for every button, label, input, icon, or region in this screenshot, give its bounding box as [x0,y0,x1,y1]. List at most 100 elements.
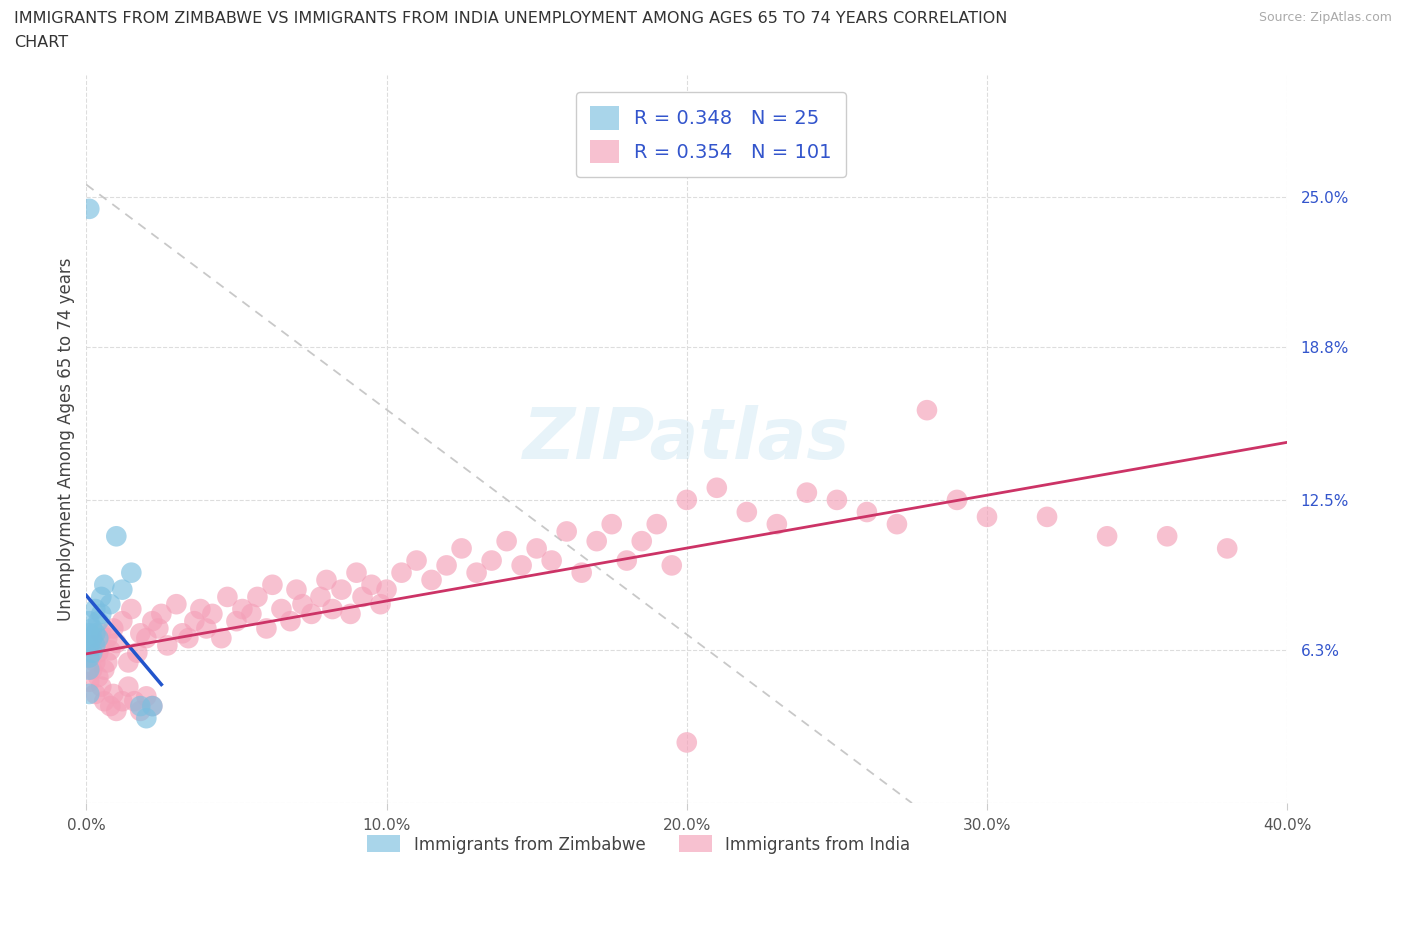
Point [96,655,118,670]
Point [98,597,121,612]
Point [209,631,232,645]
Point [120,602,142,617]
Point [391,565,413,580]
Point [330,582,353,597]
Point [79,202,101,217]
Point [105,635,128,650]
Point [84,686,107,701]
Point [370,597,392,612]
Point [124,694,146,709]
Point [135,631,157,645]
Point [129,703,152,718]
Point [201,606,224,621]
Point [301,606,323,621]
Point [262,578,284,592]
Point [135,711,157,725]
Point [105,529,128,544]
Point [90,626,112,641]
Point [450,541,472,556]
Point [315,573,337,588]
Text: CHART: CHART [14,35,67,50]
Point [976,510,998,525]
Point [352,590,374,604]
Point [129,626,152,641]
Point [735,505,758,520]
Point [90,679,112,694]
Point [141,614,163,629]
Point [79,626,101,641]
Point [571,565,593,580]
Point [111,582,134,597]
Point [217,590,239,604]
Point [79,662,101,677]
Point [526,541,548,556]
Point [87,645,110,660]
Point [346,565,368,580]
Point [1216,541,1239,556]
Point [766,517,789,532]
Point [375,582,398,597]
Point [79,650,101,665]
Point [79,614,101,629]
Point [82,662,104,677]
Point [90,606,112,621]
Y-axis label: Unemployment Among Ages 65 to 74 years: Unemployment Among Ages 65 to 74 years [58,258,75,621]
Point [87,670,110,684]
Point [585,534,607,549]
Point [405,553,427,568]
Point [82,621,104,636]
Point [96,631,118,645]
Point [84,602,107,617]
Point [285,582,308,597]
Point [555,524,578,538]
Point [600,517,623,532]
Legend: Immigrants from Zimbabwe, Immigrants from India: Immigrants from Zimbabwe, Immigrants fro… [360,829,917,860]
Point [87,614,110,629]
Point [98,643,121,658]
Point [946,493,969,508]
Point [177,631,200,645]
Point [79,650,101,665]
Point [1095,529,1118,544]
Point [1156,529,1178,544]
Point [436,558,458,573]
Point [915,403,938,418]
Point [270,602,292,617]
Point [93,694,115,709]
Point [190,602,212,617]
Point [796,485,818,500]
Point [225,614,247,629]
Point [98,698,121,713]
Point [79,638,101,653]
Point [540,553,562,568]
Point [246,590,269,604]
Point [93,662,115,677]
Point [79,674,101,689]
Point [360,578,382,592]
Point [127,645,149,660]
Point [150,606,173,621]
Point [616,553,638,568]
Point [856,505,879,520]
Point [645,517,668,532]
Point [675,735,697,750]
Point [465,565,488,580]
Point [630,534,652,549]
Point [675,493,697,508]
Point [82,638,104,653]
Point [172,626,194,641]
Point [280,614,302,629]
Point [105,703,128,718]
Point [309,590,332,604]
Point [165,597,187,612]
Point [84,655,107,670]
Point [111,614,134,629]
Point [481,553,503,568]
Point [93,578,115,592]
Point [103,686,125,701]
Point [825,493,848,508]
Point [661,558,683,573]
Point [1036,510,1059,525]
Point [156,638,179,653]
Point [148,621,170,636]
